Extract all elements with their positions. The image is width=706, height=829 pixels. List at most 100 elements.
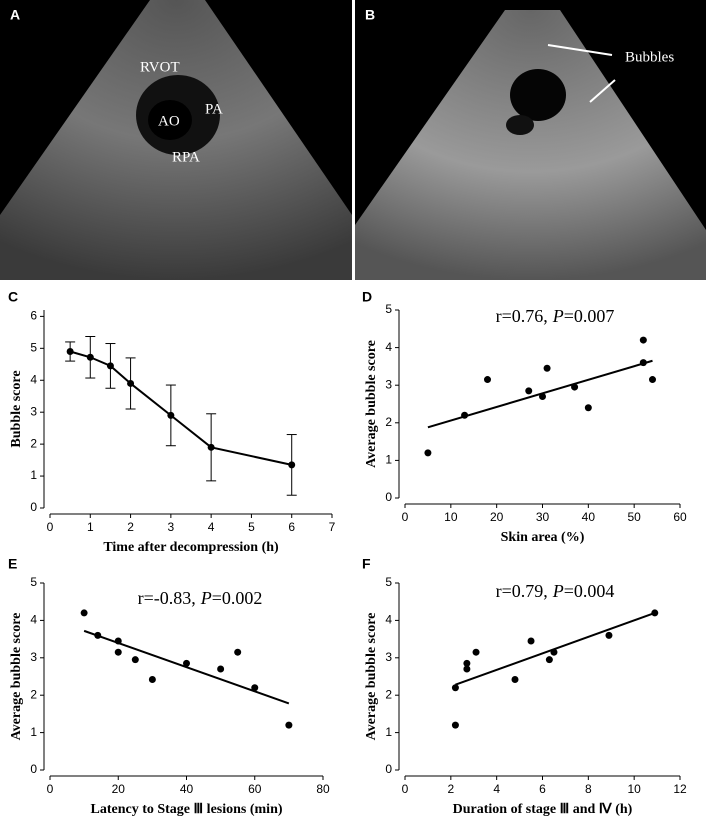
annotation-part: =0.007: [564, 306, 615, 326]
point: [217, 665, 225, 673]
image-label: PA: [205, 101, 223, 117]
annotation-part: r=0.79,: [496, 581, 548, 601]
y-tick-label: 5: [30, 340, 37, 354]
x-tick-label: 2: [447, 782, 454, 796]
x-tick-label: 4: [208, 520, 215, 534]
x-tick-label: 40: [180, 782, 194, 796]
x-tick-label: 12: [673, 782, 687, 796]
x-axis-title: Latency to Stage Ⅲ lesions (min): [90, 802, 282, 817]
fit-line: [455, 611, 656, 686]
echo-image-b: B Bubbles: [355, 0, 706, 280]
point: [472, 648, 480, 656]
annotation-part: r=0.76,: [496, 306, 548, 326]
y-tick-label: 3: [30, 650, 37, 664]
x-tick-label: 0: [47, 520, 54, 534]
x-axis-title: Time after decompression (h): [103, 540, 279, 555]
point: [80, 609, 88, 617]
x-tick-label: 20: [112, 782, 126, 796]
annotation-part: =0.002: [212, 588, 263, 608]
panel-letter: E: [8, 556, 17, 572]
y-tick-label: 5: [385, 575, 392, 589]
x-tick-label: 20: [490, 510, 504, 524]
x-tick-label: 1: [87, 520, 94, 534]
x-tick-label: 7: [329, 520, 336, 534]
point: [649, 376, 656, 384]
point: [66, 348, 74, 356]
y-tick-label: 5: [385, 302, 392, 316]
y-tick-label: 2: [30, 687, 37, 701]
point: [127, 379, 135, 387]
x-tick-label: 4: [493, 782, 500, 796]
echo-image-a: A RVOT AO PA RPA: [0, 0, 352, 280]
point: [461, 411, 469, 419]
point: [511, 675, 519, 683]
x-tick-label: 5: [248, 520, 255, 534]
panel-letter: A: [10, 7, 20, 23]
x-tick-label: 0: [402, 782, 409, 796]
panel-letter: B: [365, 7, 375, 23]
point: [550, 648, 558, 656]
image-label: Bubbles: [625, 49, 674, 65]
y-tick-label: 0: [385, 490, 392, 504]
point: [285, 721, 293, 729]
x-tick-label: 10: [444, 510, 458, 524]
y-tick-label: 2: [385, 415, 392, 429]
point: [114, 648, 122, 656]
annotation-part: P: [552, 581, 564, 601]
point: [539, 392, 546, 400]
y-tick-label: 3: [385, 650, 392, 664]
point: [639, 336, 647, 344]
y-tick-label: 3: [30, 404, 37, 418]
y-axis-title: Average bubble score: [9, 613, 24, 741]
annotation: r=0.79, P=0.004: [496, 581, 615, 601]
point: [639, 359, 647, 367]
y-tick-label: 0: [30, 500, 37, 514]
y-tick-label: 0: [385, 762, 392, 776]
point: [605, 631, 613, 639]
panel-letter: F: [362, 556, 371, 572]
point: [106, 362, 114, 370]
y-tick-label: 4: [30, 613, 37, 627]
point: [86, 353, 94, 361]
panel-letter: C: [8, 289, 18, 305]
point: [183, 659, 190, 667]
y-tick-label: 1: [30, 725, 37, 739]
line: [69, 350, 292, 466]
point: [94, 631, 102, 639]
annotation: r=-0.83, P=0.002: [138, 588, 263, 608]
y-tick-label: 4: [385, 613, 392, 627]
annotation-part: P: [200, 588, 212, 608]
image-label: RPA: [172, 149, 200, 165]
point: [234, 648, 242, 656]
y-tick-label: 3: [385, 377, 392, 391]
point: [545, 656, 553, 664]
point: [451, 684, 459, 692]
point: [571, 383, 579, 391]
point: [167, 411, 175, 419]
y-axis-title: Average bubble score: [364, 340, 379, 468]
y-tick-label: 5: [30, 575, 37, 589]
y-tick-label: 0: [30, 762, 37, 776]
x-tick-label: 60: [673, 510, 687, 524]
y-tick-label: 2: [30, 436, 37, 450]
annotation-part: P: [552, 306, 564, 326]
point: [424, 449, 432, 457]
point: [131, 656, 139, 664]
image-label: RVOT: [140, 59, 180, 75]
x-tick-label: 0: [402, 510, 409, 524]
point: [525, 387, 533, 395]
y-axis-title: Bubble score: [9, 370, 24, 447]
x-tick-label: 50: [627, 510, 641, 524]
y-axis-title: Average bubble score: [364, 613, 379, 741]
x-tick-label: 2: [127, 520, 134, 534]
x-tick-label: 80: [316, 782, 330, 796]
y-tick-label: 6: [30, 309, 37, 323]
panel-letter: D: [362, 289, 372, 305]
point: [527, 637, 535, 645]
point: [207, 443, 215, 451]
x-tick-label: 6: [288, 520, 295, 534]
y-tick-label: 1: [385, 453, 392, 467]
x-tick-label: 3: [168, 520, 175, 534]
point: [288, 461, 296, 469]
point: [114, 637, 122, 645]
